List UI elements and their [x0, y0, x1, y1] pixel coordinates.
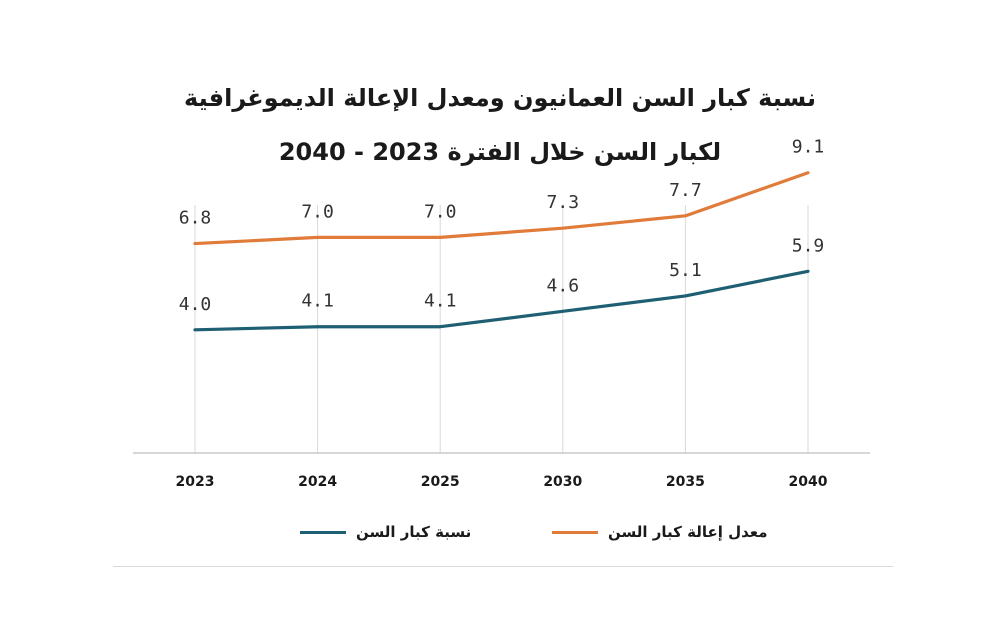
legend-label: معدل إعالة كبار السن [608, 523, 768, 541]
x-tick-label: 2024 [298, 474, 337, 490]
data-label: 5.1 [669, 260, 702, 281]
legend-swatch [300, 530, 346, 534]
x-tick-label: 2030 [543, 474, 582, 490]
data-label: 7.0 [301, 201, 334, 222]
legend-label: نسبة كبار السن [356, 523, 472, 541]
data-label: 4.1 [424, 291, 457, 312]
series-line [193, 171, 810, 246]
data-label: 9.1 [792, 137, 825, 158]
legend-swatch [552, 530, 598, 534]
x-tick-label: 2025 [421, 474, 460, 490]
chart-title: نسبة كبار السن العمانيون ومعدل الإعالة ا… [184, 84, 816, 112]
legend-item-elderly-share: نسبة كبار السن [300, 520, 471, 544]
data-label: 4.1 [301, 291, 334, 312]
x-tick-label: 2023 [176, 474, 215, 490]
x-tick-label: 2040 [789, 474, 828, 490]
data-label: 7.0 [424, 201, 457, 222]
bottom-divider [113, 566, 893, 567]
legend-item-dependency-ratio: معدل إعالة كبار السن [552, 520, 768, 544]
data-label: 7.3 [547, 192, 580, 213]
chart-subtitle: لكبار السن خلال الفترة 2023 - 2040 [278, 138, 722, 166]
data-label: 6.8 [179, 208, 212, 229]
data-label: 4.6 [547, 275, 580, 296]
data-label: 5.9 [792, 235, 825, 256]
series-line [193, 269, 810, 332]
data-label: 4.0 [179, 294, 212, 315]
x-tick-label: 2035 [666, 474, 705, 490]
data-label: 7.7 [669, 180, 702, 201]
